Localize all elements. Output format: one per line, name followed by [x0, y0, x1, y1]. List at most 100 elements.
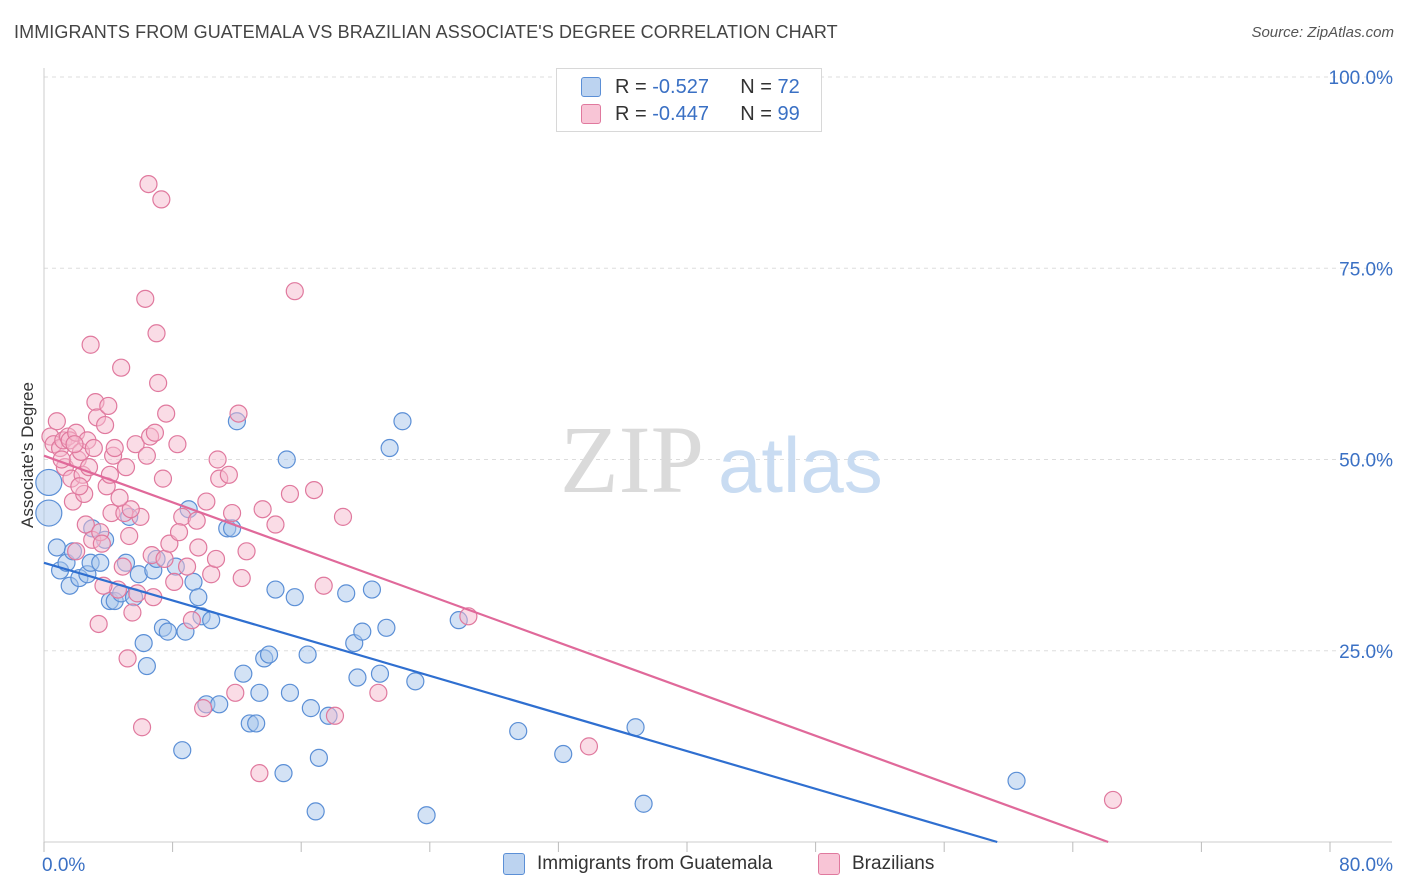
guatemala-point	[417, 806, 436, 825]
brazilians-point	[280, 484, 300, 504]
brazilians-point	[145, 423, 165, 442]
guatemala-point	[234, 664, 253, 683]
n-label: N =	[740, 75, 772, 98]
guatemala-point	[301, 699, 320, 718]
guatemala-point	[309, 748, 328, 767]
brazilians-point	[120, 526, 139, 546]
n-label: N =	[740, 102, 772, 125]
r-label: R =	[615, 75, 647, 98]
brazilians-point	[118, 649, 137, 668]
brazilians-point	[153, 469, 173, 488]
brazilians-point	[116, 458, 136, 477]
brazilians-point	[266, 515, 285, 534]
brazilians-n-value: 99	[777, 102, 800, 125]
data-points	[35, 175, 1123, 825]
brazilians-point	[126, 435, 145, 454]
brazilians-point	[81, 335, 100, 354]
brazilians-trend-line	[43, 454, 1109, 844]
axes	[43, 68, 1392, 852]
brazilians-point	[123, 603, 142, 622]
brazilians-point	[222, 503, 242, 523]
brazilians-point	[226, 683, 245, 702]
brazilians-point	[208, 450, 227, 469]
guatemala-point	[259, 645, 279, 664]
legend-label-guatemala: Immigrants from Guatemala	[537, 853, 773, 874]
brazilians-point	[206, 549, 226, 569]
gridlines	[44, 76, 1392, 652]
watermark-zip: ZIP	[560, 406, 704, 513]
guatemala-point	[189, 588, 208, 607]
legend-item-brazilians[interactable]: Brazilians	[818, 853, 934, 875]
guatemala-point	[362, 580, 382, 599]
stats-box: R = -0.527 N = 72 R = -0.447 N = 99	[556, 68, 822, 132]
brazilians-point	[165, 572, 184, 592]
guatemala-point	[634, 794, 653, 813]
guatemala-point	[250, 683, 269, 702]
brazilians-point	[67, 542, 86, 561]
brazilians-point	[137, 446, 156, 465]
r-label: R =	[615, 102, 647, 125]
guatemala-point	[184, 572, 203, 592]
guatemala-point	[280, 683, 300, 702]
guatemala-point	[137, 656, 156, 676]
guatemala-point	[91, 553, 110, 572]
brazilians-point	[1103, 790, 1123, 810]
trend-lines	[43, 454, 1109, 844]
brazilians-point	[155, 549, 174, 569]
guatemala-point	[158, 622, 177, 641]
source-credit: Source: ZipAtlas.com	[1251, 24, 1394, 41]
legend-item-guatemala[interactable]: Immigrants from Guatemala	[503, 853, 772, 875]
guatemala-swatch	[581, 77, 601, 97]
guatemala-point	[210, 695, 229, 714]
brazilians-point	[333, 507, 353, 526]
x-tick-label: 80.0%	[1339, 855, 1393, 876]
legend-swatch-guatemala	[503, 853, 525, 875]
brazilians-point	[304, 481, 324, 500]
brazilians-point	[177, 557, 197, 576]
brazilians-point	[149, 373, 168, 393]
brazilians-point	[182, 611, 201, 630]
legend: Immigrants from Guatemala Brazilians	[0, 851, 1406, 879]
guatemala-n-value: 72	[777, 75, 800, 98]
watermark: ZIP atlas	[560, 406, 883, 513]
brazilians-point	[132, 718, 152, 737]
brazilians-point	[219, 465, 238, 484]
brazilians-point	[136, 289, 155, 308]
brazilians-point	[76, 515, 95, 534]
brazilians-point	[197, 492, 216, 511]
brazilians-point	[250, 764, 269, 783]
brazilians-point	[232, 568, 251, 588]
guatemala-point	[377, 618, 396, 637]
stats-row-guatemala: R = -0.527 N = 72	[581, 75, 800, 99]
guatemala-point	[406, 672, 425, 691]
brazilians-point	[187, 511, 206, 530]
guatemala-point	[247, 714, 266, 733]
guatemala-point	[306, 802, 325, 821]
legend-label-brazilians: Brazilians	[852, 853, 935, 874]
guatemala-point	[380, 438, 399, 458]
brazilians-swatch	[581, 104, 601, 124]
guatemala-point	[509, 721, 528, 741]
guatemala-point	[298, 645, 317, 664]
brazilians-point	[105, 438, 124, 458]
chart-title: IMMIGRANTS FROM GUATEMALA VS BRAZILIAN A…	[14, 22, 838, 42]
brazilians-point	[314, 576, 333, 595]
brazilians-point	[285, 282, 304, 301]
guatemala-point	[173, 741, 192, 760]
brazilians-point	[147, 324, 166, 343]
brazilians-point	[237, 542, 256, 561]
brazilians-point	[92, 534, 111, 553]
brazilians-point	[113, 557, 132, 576]
guatemala-point	[393, 412, 412, 431]
y-tick-label: 50.0%	[1339, 451, 1393, 472]
watermark-atlas: atlas	[718, 421, 883, 509]
brazilians-point	[84, 438, 103, 458]
guatemala-point	[348, 668, 367, 687]
guatemala-point	[285, 588, 304, 607]
brazilians-point	[253, 500, 272, 519]
brazilians-point	[579, 737, 599, 756]
brazilians-point	[112, 358, 131, 377]
brazilians-r-value: -0.447	[652, 102, 709, 125]
guatemala-point	[277, 450, 296, 469]
